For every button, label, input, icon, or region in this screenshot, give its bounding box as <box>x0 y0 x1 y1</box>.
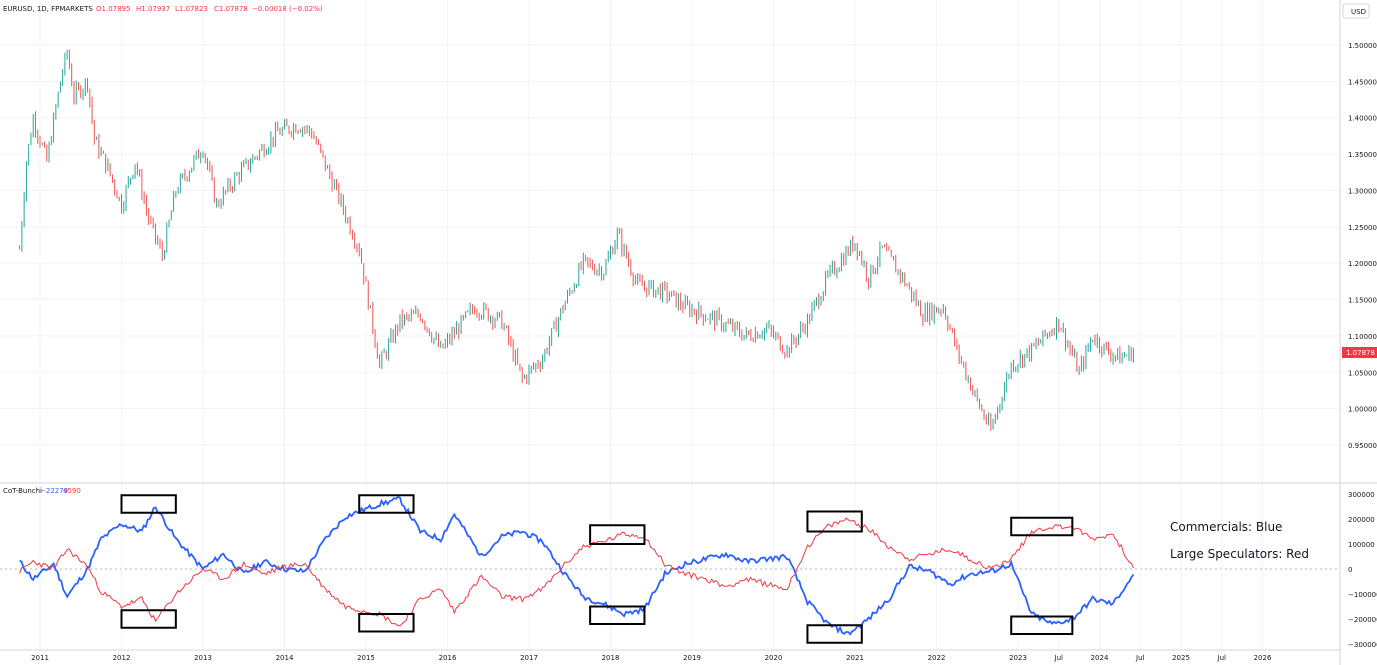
indicator-tick: 100000 <box>1348 541 1375 549</box>
time-tick: 2014 <box>276 654 294 662</box>
price-tick: 1.20000 <box>1348 260 1377 268</box>
time-tick: 2026 <box>1254 654 1272 662</box>
indicator-tick: 300000 <box>1348 491 1375 499</box>
price-tick: 1.35000 <box>1348 151 1377 159</box>
time-tick: 2013 <box>194 654 212 662</box>
price-tick: 1.25000 <box>1348 224 1377 232</box>
indicator-name[interactable]: CoT-Bunchi <box>3 487 42 495</box>
highlight-box <box>120 609 177 629</box>
price-tick: 1.10000 <box>1348 333 1377 341</box>
high-value: H1.07937 <box>136 5 170 13</box>
speculators-line <box>19 517 1134 627</box>
price-tick: 1.45000 <box>1348 78 1377 86</box>
time-tick: 2023 <box>1009 654 1027 662</box>
price-tick: 1.05000 <box>1348 369 1377 377</box>
indicator-tick: −100000 <box>1348 591 1377 599</box>
grid-lines <box>0 0 1340 650</box>
highlight-box <box>358 494 415 514</box>
price-tick: 1.00000 <box>1348 406 1377 414</box>
time-tick: 2025 <box>1172 654 1190 662</box>
highlight-box <box>358 613 415 633</box>
indicator-red-value: 4590 <box>63 487 81 495</box>
time-tick: 2020 <box>765 654 783 662</box>
time-tick: 2011 <box>31 654 49 662</box>
indicator-tick: 0 <box>1348 566 1352 574</box>
currency-button[interactable] <box>1342 3 1370 19</box>
indicator-blue-value: −22279 <box>40 487 68 495</box>
open-value: O1.07895 <box>96 5 130 13</box>
close-value: C1.07878 <box>214 5 248 13</box>
indicator-axis-ticks[interactable]: 300000 200000 100000 0 −100000 −200000 −300000 <box>1348 491 1377 649</box>
last-price-label: 1.07878 <box>1346 349 1375 357</box>
time-tick: Jul <box>1135 654 1145 662</box>
highlight-box <box>806 624 863 644</box>
indicator-tick: −200000 <box>1348 616 1377 624</box>
time-axis-ticks[interactable]: 2011 2012 2013 2014 2015 2016 2017 2018 2019 2020… <box>31 654 1272 662</box>
indicator-lines[interactable] <box>19 495 1135 636</box>
highlight-box <box>120 494 177 514</box>
currency-label: USD <box>1351 8 1366 16</box>
price-axis-ticks[interactable]: 1.50000 1.45000 1.40000 1.35000 1.30000 1.250… <box>1348 42 1377 450</box>
time-tick: 2024 <box>1091 654 1109 662</box>
speculators-annotation: Large Speculators: Red <box>1170 547 1309 561</box>
time-tick: 2017 <box>520 654 538 662</box>
commercials-line <box>19 495 1135 636</box>
highlight-box <box>1010 516 1074 537</box>
time-tick: 2021 <box>846 654 864 662</box>
time-tick: 2015 <box>357 654 375 662</box>
time-tick: 2022 <box>928 654 946 662</box>
time-tick: 2012 <box>113 654 131 662</box>
time-tick: 2019 <box>683 654 701 662</box>
price-tick: 1.50000 <box>1348 42 1377 50</box>
price-tick: 1.40000 <box>1348 115 1377 123</box>
price-tick: 1.15000 <box>1348 297 1377 305</box>
indicator-tick: −300000 <box>1348 641 1377 649</box>
highlight-boxes <box>120 494 1074 644</box>
last-price-tag <box>1342 347 1377 358</box>
low-value: L1.07823 <box>175 5 208 13</box>
price-candles[interactable] <box>19 49 1134 431</box>
highlight-box <box>589 524 646 545</box>
highlight-box <box>1010 615 1074 635</box>
change-value: −0.00018 (−0.02%) <box>252 5 323 13</box>
time-tick: Jul <box>1054 654 1064 662</box>
price-tick: 1.30000 <box>1348 187 1377 195</box>
price-tick: 0.95000 <box>1348 442 1377 450</box>
time-tick: 2018 <box>602 654 620 662</box>
time-tick: 2016 <box>439 654 457 662</box>
indicator-tick: 200000 <box>1348 516 1375 524</box>
commercials-annotation: Commercials: Blue <box>1170 520 1282 534</box>
time-tick: Jul <box>1217 654 1227 662</box>
highlight-box <box>806 510 863 533</box>
highlight-box <box>589 605 646 625</box>
symbol-label[interactable]: EURUSD, 1D, FPMARKETS <box>3 5 93 13</box>
